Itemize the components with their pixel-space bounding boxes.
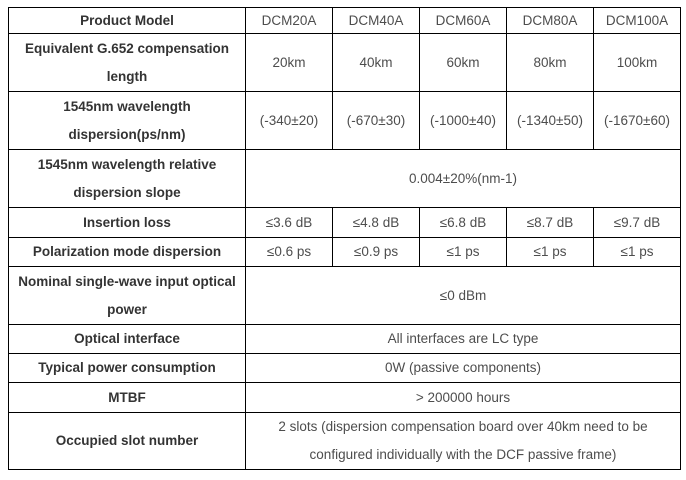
spec-value: ≤4.8 dB <box>332 207 420 238</box>
table-row: Occupied slot number 2 slots (dispersion… <box>8 412 681 470</box>
table-row: MTBF > 200000 hours <box>8 382 681 413</box>
spec-value: (-340±20) <box>245 91 333 150</box>
row-label: Insertion loss <box>8 207 246 238</box>
row-label: MTBF <box>8 382 246 413</box>
column-header-model: DCM20A <box>245 7 333 34</box>
spec-value: (-1000±40) <box>419 91 507 150</box>
spec-value: 60km <box>419 33 507 92</box>
spec-value: ≤0.9 ps <box>332 237 420 267</box>
table-row: 1545nm wavelength relative dispersion sl… <box>8 149 681 208</box>
row-label: Nominal single-wave input optical power <box>8 266 246 325</box>
spec-value-merged: 0W (passive components) <box>245 353 681 383</box>
spec-value: ≤1 ps <box>593 237 681 267</box>
spec-value: (-670±30) <box>332 91 420 150</box>
table-row: Polarization mode dispersion ≤0.6 ps ≤0.… <box>8 237 681 267</box>
spec-value: 20km <box>245 33 333 92</box>
spec-value: ≤1 ps <box>419 237 507 267</box>
table-header-row: Product Model DCM20A DCM40A DCM60A DCM80… <box>8 7 681 34</box>
row-label: Polarization mode dispersion <box>8 237 246 267</box>
spec-value: ≤0.6 ps <box>245 237 333 267</box>
spec-value: ≤3.6 dB <box>245 207 333 238</box>
row-label: Equivalent G.652 compensation length <box>8 33 246 92</box>
row-label: Occupied slot number <box>8 412 246 470</box>
row-label: Optical interface <box>8 324 246 354</box>
spec-value: 40km <box>332 33 420 92</box>
spec-table: Product Model DCM20A DCM40A DCM60A DCM80… <box>8 7 681 470</box>
table-row: Insertion loss ≤3.6 dB ≤4.8 dB ≤6.8 dB ≤… <box>8 207 681 238</box>
column-header-model: DCM80A <box>506 7 594 34</box>
spec-value-merged: > 200000 hours <box>245 382 681 413</box>
spec-value: ≤9.7 dB <box>593 207 681 238</box>
table-row: 1545nm wavelength dispersion(ps/nm) (-34… <box>8 91 681 150</box>
table-row: Optical interface All interfaces are LC … <box>8 324 681 354</box>
spec-value: 100km <box>593 33 681 92</box>
spec-value-merged: 2 slots (dispersion compensation board o… <box>245 412 681 470</box>
table-row: Equivalent G.652 compensation length 20k… <box>8 33 681 92</box>
column-header-model: DCM100A <box>593 7 681 34</box>
spec-value: ≤8.7 dB <box>506 207 594 238</box>
row-label: Typical power consumption <box>8 353 246 383</box>
spec-value-merged: ≤0 dBm <box>245 266 681 325</box>
spec-value: (-1340±50) <box>506 91 594 150</box>
spec-value-merged: 0.004±20%(nm-1) <box>245 149 681 208</box>
column-header-model: DCM40A <box>332 7 420 34</box>
row-label: 1545nm wavelength relative dispersion sl… <box>8 149 246 208</box>
column-header-model: DCM60A <box>419 7 507 34</box>
spec-value: ≤1 ps <box>506 237 594 267</box>
column-header-product-model: Product Model <box>8 7 246 34</box>
spec-value-merged: All interfaces are LC type <box>245 324 681 354</box>
spec-table-container: Product Model DCM20A DCM40A DCM60A DCM80… <box>8 7 681 470</box>
spec-value: ≤6.8 dB <box>419 207 507 238</box>
row-label: 1545nm wavelength dispersion(ps/nm) <box>8 91 246 150</box>
table-row: Nominal single-wave input optical power … <box>8 266 681 325</box>
spec-value: (-1670±60) <box>593 91 681 150</box>
spec-value: 80km <box>506 33 594 92</box>
table-row: Typical power consumption 0W (passive co… <box>8 353 681 383</box>
